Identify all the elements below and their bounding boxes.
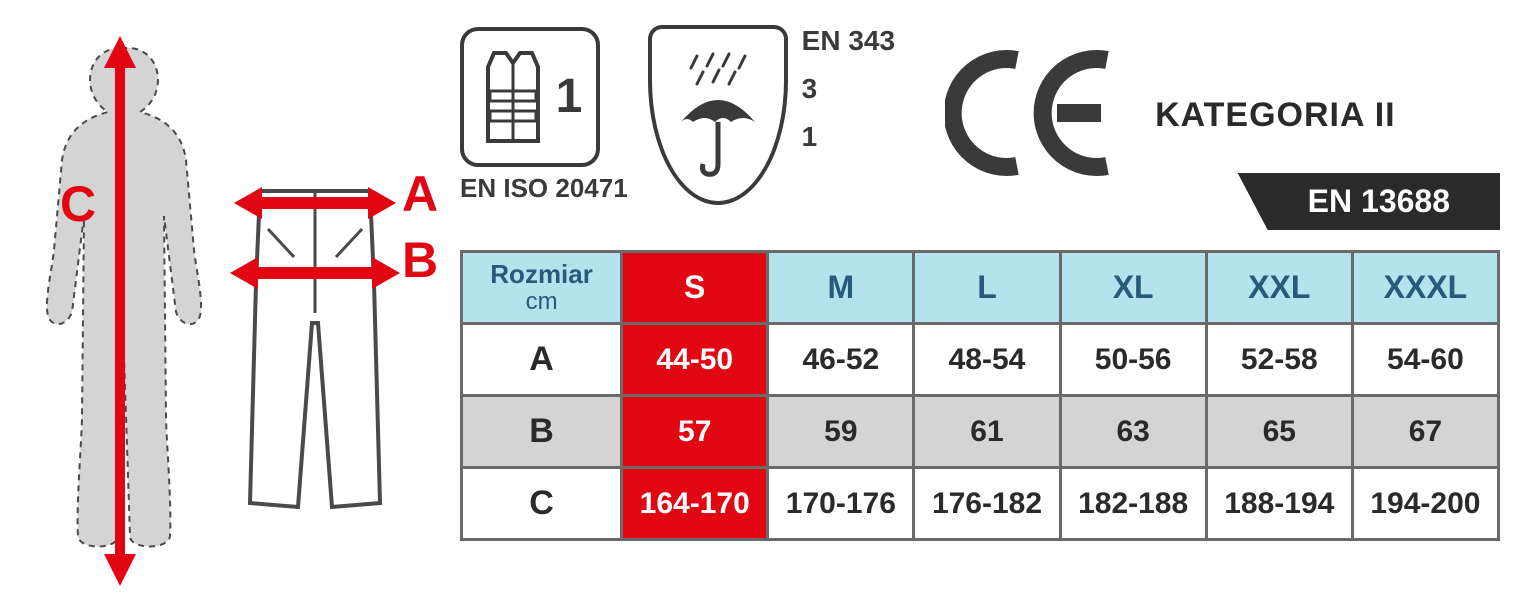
size-cell: 188-194 [1206, 468, 1352, 540]
rain-standard: EN 343 [802, 25, 895, 57]
rain-val-top: 3 [802, 73, 895, 105]
size-header: XL [1060, 252, 1206, 324]
table-corner: Rozmiarcm [462, 252, 622, 324]
size-cell: 54-60 [1352, 324, 1498, 396]
size-cell: 170-176 [768, 468, 914, 540]
size-cell: 44-50 [622, 324, 768, 396]
category-label: KATEGORIA II [1155, 96, 1396, 135]
hip-label: B [402, 231, 438, 289]
size-cell: 164-170 [622, 468, 768, 540]
cert-rain: EN 343 3 1 [648, 25, 895, 205]
size-cell: 61 [914, 396, 1060, 468]
row-label: B [462, 396, 622, 468]
size-cell: 52-58 [1206, 324, 1352, 396]
size-header: M [768, 252, 914, 324]
size-cell: 176-182 [914, 468, 1060, 540]
row-label: C [462, 468, 622, 540]
body-diagram: C [20, 30, 220, 595]
size-cell: 65 [1206, 396, 1352, 468]
ce-mark [945, 48, 1115, 183]
measurement-diagrams: C A B [20, 30, 450, 595]
cert-hivis: 1 EN ISO 20471 [460, 27, 628, 204]
body-height-label: C [60, 175, 96, 233]
size-header: XXXL [1352, 252, 1498, 324]
size-header: XXL [1206, 252, 1352, 324]
size-cell: 50-56 [1060, 324, 1206, 396]
size-header: L [914, 252, 1060, 324]
row-label: A [462, 324, 622, 396]
en-standard-badge: EN 13688 [1238, 173, 1500, 230]
vest-icon [478, 47, 548, 147]
size-cell: 46-52 [768, 324, 914, 396]
rain-val-bottom: 1 [802, 121, 895, 153]
umbrella-icon [673, 50, 763, 180]
size-table: RozmiarcmSMLXLXXLXXXL A44-5046-5248-5450-… [460, 250, 1500, 541]
waist-label: A [402, 165, 438, 223]
size-cell: 48-54 [914, 324, 1060, 396]
size-cell: 67 [1352, 396, 1498, 468]
size-cell: 57 [622, 396, 768, 468]
hivis-standard: EN ISO 20471 [460, 173, 628, 204]
size-cell: 194-200 [1352, 468, 1498, 540]
size-header: S [622, 252, 768, 324]
size-cell: 182-188 [1060, 468, 1206, 540]
size-cell: 59 [768, 396, 914, 468]
pants-diagram: A B [230, 143, 450, 563]
hivis-class: 1 [556, 69, 583, 124]
certification-row: 1 EN ISO 20471 EN 343 3 1 [460, 10, 1500, 220]
size-cell: 63 [1060, 396, 1206, 468]
